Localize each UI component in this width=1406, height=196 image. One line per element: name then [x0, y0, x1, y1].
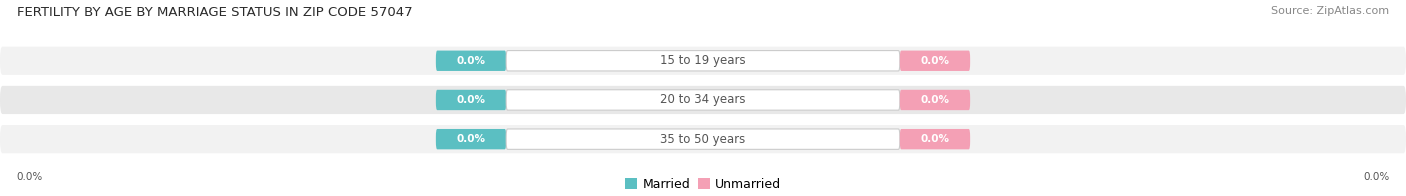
Text: 0.0%: 0.0%: [457, 95, 485, 105]
Text: 15 to 19 years: 15 to 19 years: [661, 54, 745, 67]
Text: 0.0%: 0.0%: [457, 134, 485, 144]
FancyBboxPatch shape: [0, 47, 1406, 75]
FancyBboxPatch shape: [0, 125, 1406, 153]
Text: 0.0%: 0.0%: [921, 56, 949, 66]
FancyBboxPatch shape: [506, 129, 900, 149]
FancyBboxPatch shape: [900, 129, 970, 149]
Text: 20 to 34 years: 20 to 34 years: [661, 93, 745, 106]
Text: 0.0%: 0.0%: [17, 172, 44, 182]
Legend: Married, Unmarried: Married, Unmarried: [620, 173, 786, 196]
Text: 0.0%: 0.0%: [457, 56, 485, 66]
FancyBboxPatch shape: [436, 51, 506, 71]
FancyBboxPatch shape: [900, 51, 970, 71]
FancyBboxPatch shape: [506, 90, 900, 110]
Text: 0.0%: 0.0%: [1362, 172, 1389, 182]
FancyBboxPatch shape: [436, 90, 506, 110]
Text: 0.0%: 0.0%: [921, 134, 949, 144]
Text: 0.0%: 0.0%: [921, 95, 949, 105]
FancyBboxPatch shape: [506, 51, 900, 71]
FancyBboxPatch shape: [900, 90, 970, 110]
FancyBboxPatch shape: [0, 86, 1406, 114]
Text: FERTILITY BY AGE BY MARRIAGE STATUS IN ZIP CODE 57047: FERTILITY BY AGE BY MARRIAGE STATUS IN Z…: [17, 6, 412, 19]
FancyBboxPatch shape: [436, 129, 506, 149]
Text: Source: ZipAtlas.com: Source: ZipAtlas.com: [1271, 6, 1389, 16]
Text: 35 to 50 years: 35 to 50 years: [661, 133, 745, 146]
